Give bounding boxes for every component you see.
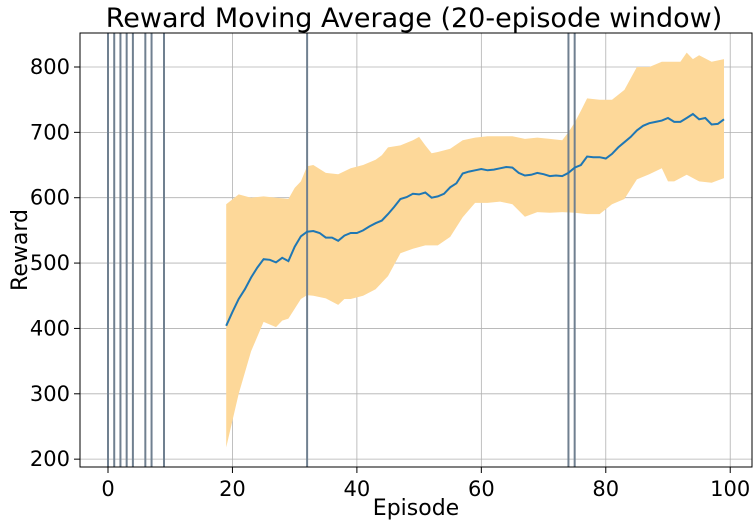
x-tick-label: 20 bbox=[219, 477, 246, 501]
plot-frame bbox=[79, 32, 753, 468]
y-tick-label: 600 bbox=[30, 186, 70, 210]
x-tick-label: 40 bbox=[344, 477, 371, 501]
chart-title: Reward Moving Average (20-episode window… bbox=[106, 3, 723, 34]
y-tick-label: 400 bbox=[30, 316, 70, 340]
x-axis-label: Episode bbox=[373, 496, 459, 521]
y-tick-label: 300 bbox=[30, 382, 70, 406]
x-tick-label: 80 bbox=[592, 477, 619, 501]
y-tick-label: 500 bbox=[30, 251, 70, 275]
vertical-markers bbox=[107, 33, 576, 467]
line-layer bbox=[225, 112, 725, 327]
y-axis-label: Reward bbox=[8, 209, 33, 291]
tick-layer: 0 20 40 60 80 100 200 300 400 500 600 700 800 bbox=[30, 55, 750, 501]
band-layer bbox=[226, 52, 724, 448]
mean-reward-line bbox=[225, 112, 725, 327]
x-tick-label: 100 bbox=[710, 477, 750, 501]
x-tick-label: 60 bbox=[468, 477, 495, 501]
grid-lines bbox=[80, 33, 752, 467]
std-band-area bbox=[226, 52, 724, 448]
y-tick-label: 700 bbox=[30, 120, 70, 144]
y-tick-label: 200 bbox=[30, 447, 70, 471]
x-tick-label: 0 bbox=[101, 477, 114, 501]
y-tick-label: 800 bbox=[30, 55, 70, 79]
